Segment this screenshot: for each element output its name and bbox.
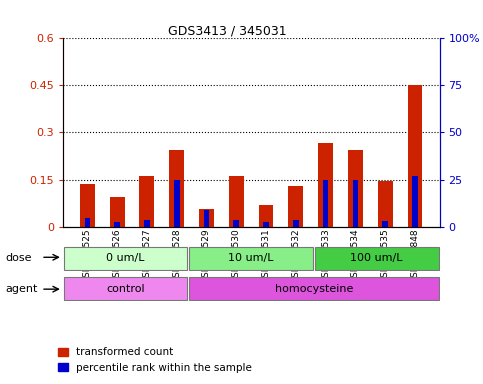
Bar	[114, 222, 120, 227]
Bar	[204, 210, 209, 227]
Text: 100 um/L: 100 um/L	[351, 253, 403, 263]
Text: GDS3413 / 345031: GDS3413 / 345031	[168, 25, 286, 38]
Bar	[80, 184, 95, 227]
FancyBboxPatch shape	[189, 247, 313, 270]
Text: dose: dose	[6, 253, 32, 263]
Bar	[263, 222, 269, 227]
Bar	[169, 150, 184, 227]
Bar	[378, 181, 393, 227]
Bar	[323, 180, 328, 227]
Bar	[229, 176, 244, 227]
Bar	[144, 220, 150, 227]
Text: agent: agent	[6, 284, 38, 294]
Text: 10 um/L: 10 um/L	[228, 253, 274, 263]
Text: homocysteine: homocysteine	[275, 284, 353, 294]
Bar	[174, 180, 180, 227]
Bar	[353, 180, 358, 227]
Bar	[258, 205, 273, 227]
FancyBboxPatch shape	[189, 278, 439, 300]
Bar	[293, 220, 298, 227]
FancyBboxPatch shape	[315, 247, 439, 270]
FancyBboxPatch shape	[64, 278, 187, 300]
Bar	[110, 197, 125, 227]
Legend: transformed count, percentile rank within the sample: transformed count, percentile rank withi…	[54, 343, 256, 377]
Bar	[408, 86, 423, 227]
Bar	[233, 220, 239, 227]
Bar	[85, 218, 90, 227]
Bar	[140, 176, 155, 227]
Text: 0 um/L: 0 um/L	[106, 253, 145, 263]
Bar	[412, 176, 418, 227]
Bar	[199, 209, 214, 227]
Text: control: control	[106, 284, 145, 294]
Bar	[383, 221, 388, 227]
Bar	[318, 144, 333, 227]
Bar	[348, 150, 363, 227]
Bar	[288, 186, 303, 227]
FancyBboxPatch shape	[64, 247, 187, 270]
